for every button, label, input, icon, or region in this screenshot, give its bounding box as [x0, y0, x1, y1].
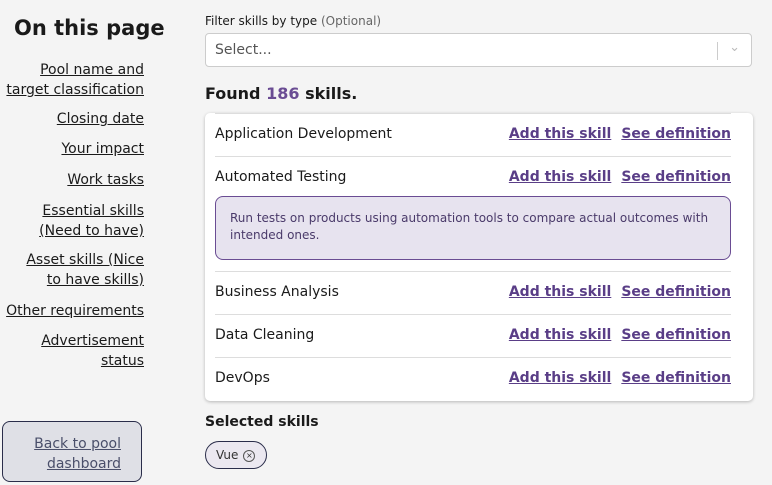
list-item: Data Cleaning Add this skill See definitio…: [215, 314, 731, 343]
add-skill-link[interactable]: Add this skill: [508, 169, 612, 185]
skill-name: Business Analysis: [215, 284, 339, 300]
list-item: Application Development Add this skill See…: [215, 113, 731, 142]
back-to-pool-link[interactable]: Back to pool dashboard: [34, 436, 121, 472]
found-prefix: Found: [205, 84, 261, 103]
nav-link-your-impact[interactable]: Your impact: [61, 141, 144, 157]
list-item: Business Analysis Add this skill See defin…: [215, 271, 731, 300]
see-definition-link[interactable]: See definition: [621, 327, 731, 343]
nav-link-work-tasks[interactable]: Work tasks: [67, 172, 144, 188]
found-suffix: skills.: [305, 84, 358, 103]
nav-link-asset-skills[interactable]: Asset skills (Nice to have skills): [26, 252, 144, 288]
skill-name: Data Cleaning: [215, 327, 315, 343]
filter-label: Filter skills by type (Optional): [205, 14, 381, 28]
skill-name: Application Development: [215, 126, 392, 142]
skill-definition: Run tests on products using automation t…: [215, 196, 731, 260]
add-skill-link[interactable]: Add this skill: [508, 370, 612, 386]
optional-text: (Optional): [320, 14, 382, 28]
nav-link-other-requirements[interactable]: Other requirements: [6, 303, 144, 319]
nav-title: On this page: [14, 16, 165, 40]
chevron-down-icon[interactable]: ⌄: [729, 40, 740, 55]
select-placeholder: Select...: [215, 42, 272, 58]
nav-link-essential-skills[interactable]: Essential skills (Need to have): [39, 203, 144, 239]
skill-count: 186: [266, 84, 300, 103]
skill-chip[interactable]: Vue ×: [205, 441, 267, 469]
add-skill-link[interactable]: Add this skill: [508, 284, 612, 300]
see-definition-link[interactable]: See definition: [621, 284, 731, 300]
remove-icon[interactable]: ×: [243, 449, 256, 462]
see-definition-link[interactable]: See definition: [621, 370, 731, 386]
see-definition-link[interactable]: See definition: [621, 126, 731, 142]
found-count: Found 186 skills.: [205, 84, 357, 103]
chip-label: Vue: [216, 448, 239, 462]
add-skill-link[interactable]: Add this skill: [508, 126, 612, 142]
nav-link-closing-date[interactable]: Closing date: [56, 111, 144, 127]
nav-link-advertisement-status[interactable]: Advertisement status: [41, 333, 144, 369]
add-skill-link[interactable]: Add this skill: [508, 327, 612, 343]
selected-skills-heading: Selected skills: [205, 414, 319, 430]
skill-type-select[interactable]: Select... ⌄: [205, 33, 752, 67]
select-divider: [717, 42, 718, 60]
filter-label-text: Filter skills by type: [205, 14, 318, 28]
skill-name: DevOps: [215, 370, 270, 386]
nav-link-pool-name[interactable]: Pool name and target classification: [6, 62, 144, 98]
skills-list: Application Development Add this skill See…: [205, 113, 753, 401]
list-item: DevOps Add this skill See definition: [215, 357, 731, 386]
see-definition-link[interactable]: See definition: [621, 169, 731, 185]
back-to-pool-button[interactable]: Back to pool dashboard: [2, 421, 142, 482]
skill-name: Automated Testing: [215, 169, 347, 185]
list-item: Automated Testing Add this skill See defin…: [215, 156, 731, 185]
